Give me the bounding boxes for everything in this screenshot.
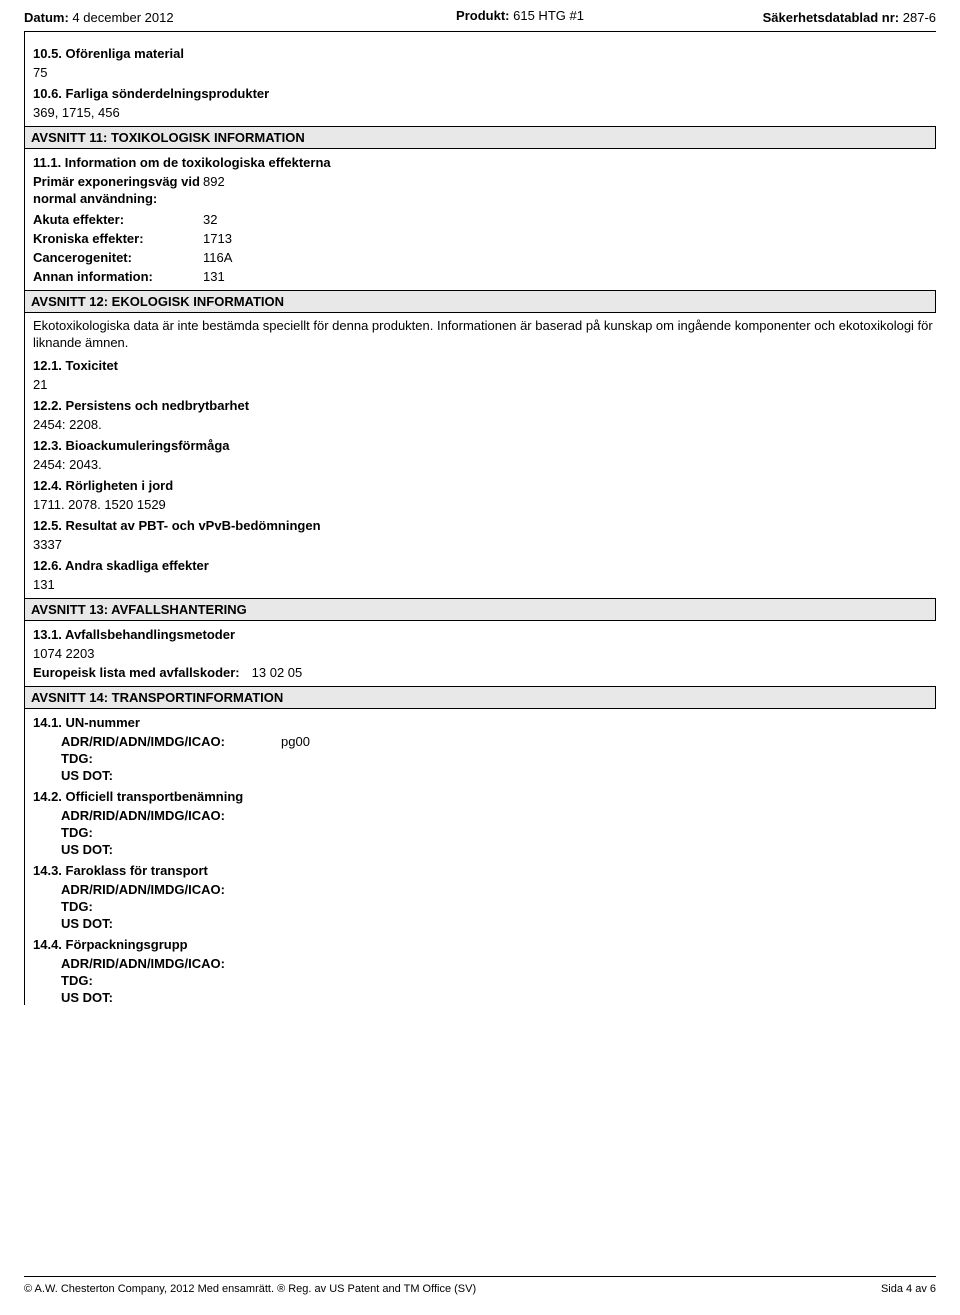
section-12-1-title: 12.1. Toxicitet (33, 358, 936, 373)
kv-label: Primär exponeringsväg vid normal användn… (33, 174, 203, 208)
content-area: 10.5. Oförenliga material 75 10.6. Farli… (24, 32, 936, 1005)
kv-label: Cancerogenitet: (33, 250, 203, 265)
transport-label: ADR/RID/ADN/IMDG/ICAO: (61, 734, 281, 749)
transport-row: TDG: (61, 751, 936, 766)
euro-label: Europeisk lista med avfallskoder: (33, 665, 240, 680)
transport-value: pg00 (281, 734, 310, 749)
section-10-5-title: 10.5. Oförenliga material (33, 46, 936, 61)
kv-value: 131 (203, 269, 225, 284)
section-12-3-title: 12.3. Bioackumuleringsförmåga (33, 438, 936, 453)
section-12-4-title: 12.4. Rörligheten i jord (33, 478, 936, 493)
section-12-5-value: 3337 (33, 537, 936, 552)
transport-row: ADR/RID/ADN/IMDG/ICAO: (61, 808, 936, 823)
section-14-item-title: 14.2. Officiell transportbenämning (33, 789, 936, 804)
transport-label: TDG: (61, 899, 281, 914)
transport-row: TDG: (61, 899, 936, 914)
transport-row: TDG: (61, 825, 936, 840)
transport-row: ADR/RID/ADN/IMDG/ICAO: (61, 956, 936, 971)
kv-value: 1713 (203, 231, 232, 246)
transport-label: US DOT: (61, 768, 281, 783)
transport-label: ADR/RID/ADN/IMDG/ICAO: (61, 882, 281, 897)
section-11-header: AVSNITT 11: TOXIKOLOGISK INFORMATION (25, 126, 936, 149)
transport-row: US DOT: (61, 768, 936, 783)
header-product: Produkt: 615 HTG #1 (0, 8, 960, 23)
transport-label: TDG: (61, 751, 281, 766)
kv-label: Annan information: (33, 269, 203, 284)
footer-right: Sida 4 av 6 (881, 1283, 936, 1295)
section-12-2-title: 12.2. Persistens och nedbrytbarhet (33, 398, 936, 413)
section-12-2-value: 2454: 2208. (33, 417, 936, 432)
section-14-item-title: 14.1. UN-nummer (33, 715, 936, 730)
section-11-1-title: 11.1. Information om de toxikologiska ef… (33, 155, 936, 170)
section-12-6-value: 131 (33, 577, 936, 592)
section-12-header: AVSNITT 12: EKOLOGISK INFORMATION (25, 290, 936, 313)
kv-value: 32 (203, 212, 217, 227)
product-value: 615 HTG #1 (513, 8, 584, 23)
transport-label: US DOT: (61, 916, 281, 931)
section-13-1-title: 13.1. Avfallsbehandlingsmetoder (33, 627, 936, 642)
transport-label: TDG: (61, 973, 281, 988)
section-12-6-title: 12.6. Andra skadliga effekter (33, 558, 936, 573)
footer-left: © A.W. Chesterton Company, 2012 Med ensa… (24, 1283, 476, 1295)
section-14-header: AVSNITT 14: TRANSPORTINFORMATION (25, 686, 936, 709)
section-12-intro: Ekotoxikologiska data är inte bestämda s… (33, 317, 936, 352)
section-14-item-title: 14.4. Förpackningsgrupp (33, 937, 936, 952)
section-12-4-value: 1711. 2078. 1520 1529 (33, 497, 936, 512)
section-10-6-title: 10.6. Farliga sönderdelningsprodukter (33, 86, 936, 101)
section-12-3-value: 2454: 2043. (33, 457, 936, 472)
transport-label: US DOT: (61, 842, 281, 857)
kv-label: Kroniska effekter: (33, 231, 203, 246)
section-10-6-value: 369, 1715, 456 (33, 105, 936, 120)
transport-label: US DOT: (61, 990, 281, 1005)
transport-row: ADR/RID/ADN/IMDG/ICAO: (61, 882, 936, 897)
transport-row: US DOT: (61, 990, 936, 1005)
kv-value: 116A (203, 250, 232, 265)
kv-label: Akuta effekter: (33, 212, 203, 227)
transport-row: US DOT: (61, 916, 936, 931)
transport-label: TDG: (61, 825, 281, 840)
kv-value: 892 (203, 174, 225, 208)
kv-row: Kroniska effekter: 1713 (33, 231, 936, 246)
section-13-header: AVSNITT 13: AVFALLSHANTERING (25, 598, 936, 621)
kv-row: Cancerogenitet: 116A (33, 250, 936, 265)
section-10-5-value: 75 (33, 65, 936, 80)
transport-label: ADR/RID/ADN/IMDG/ICAO: (61, 956, 281, 971)
transport-row: US DOT: (61, 842, 936, 857)
kv-row: Primär exponeringsväg vid normal användn… (33, 174, 936, 208)
euro-waste-row: Europeisk lista med avfallskoder: 13 02 … (33, 665, 936, 680)
transport-row: ADR/RID/ADN/IMDG/ICAO:pg00 (61, 734, 936, 749)
section-14-item-title: 14.3. Faroklass för transport (33, 863, 936, 878)
transport-row: TDG: (61, 973, 936, 988)
kv-row: Akuta effekter: 32 (33, 212, 936, 227)
section-12-5-title: 12.5. Resultat av PBT- och vPvB-bedömnin… (33, 518, 936, 533)
transport-label: ADR/RID/ADN/IMDG/ICAO: (61, 808, 281, 823)
euro-value: 13 02 05 (252, 665, 303, 680)
product-label: Produkt: (456, 8, 509, 23)
kv-row: Annan information: 131 (33, 269, 936, 284)
page-footer: © A.W. Chesterton Company, 2012 Med ensa… (24, 1276, 936, 1295)
section-13-1-value: 1074 2203 (33, 646, 936, 661)
section-12-1-value: 21 (33, 377, 936, 392)
